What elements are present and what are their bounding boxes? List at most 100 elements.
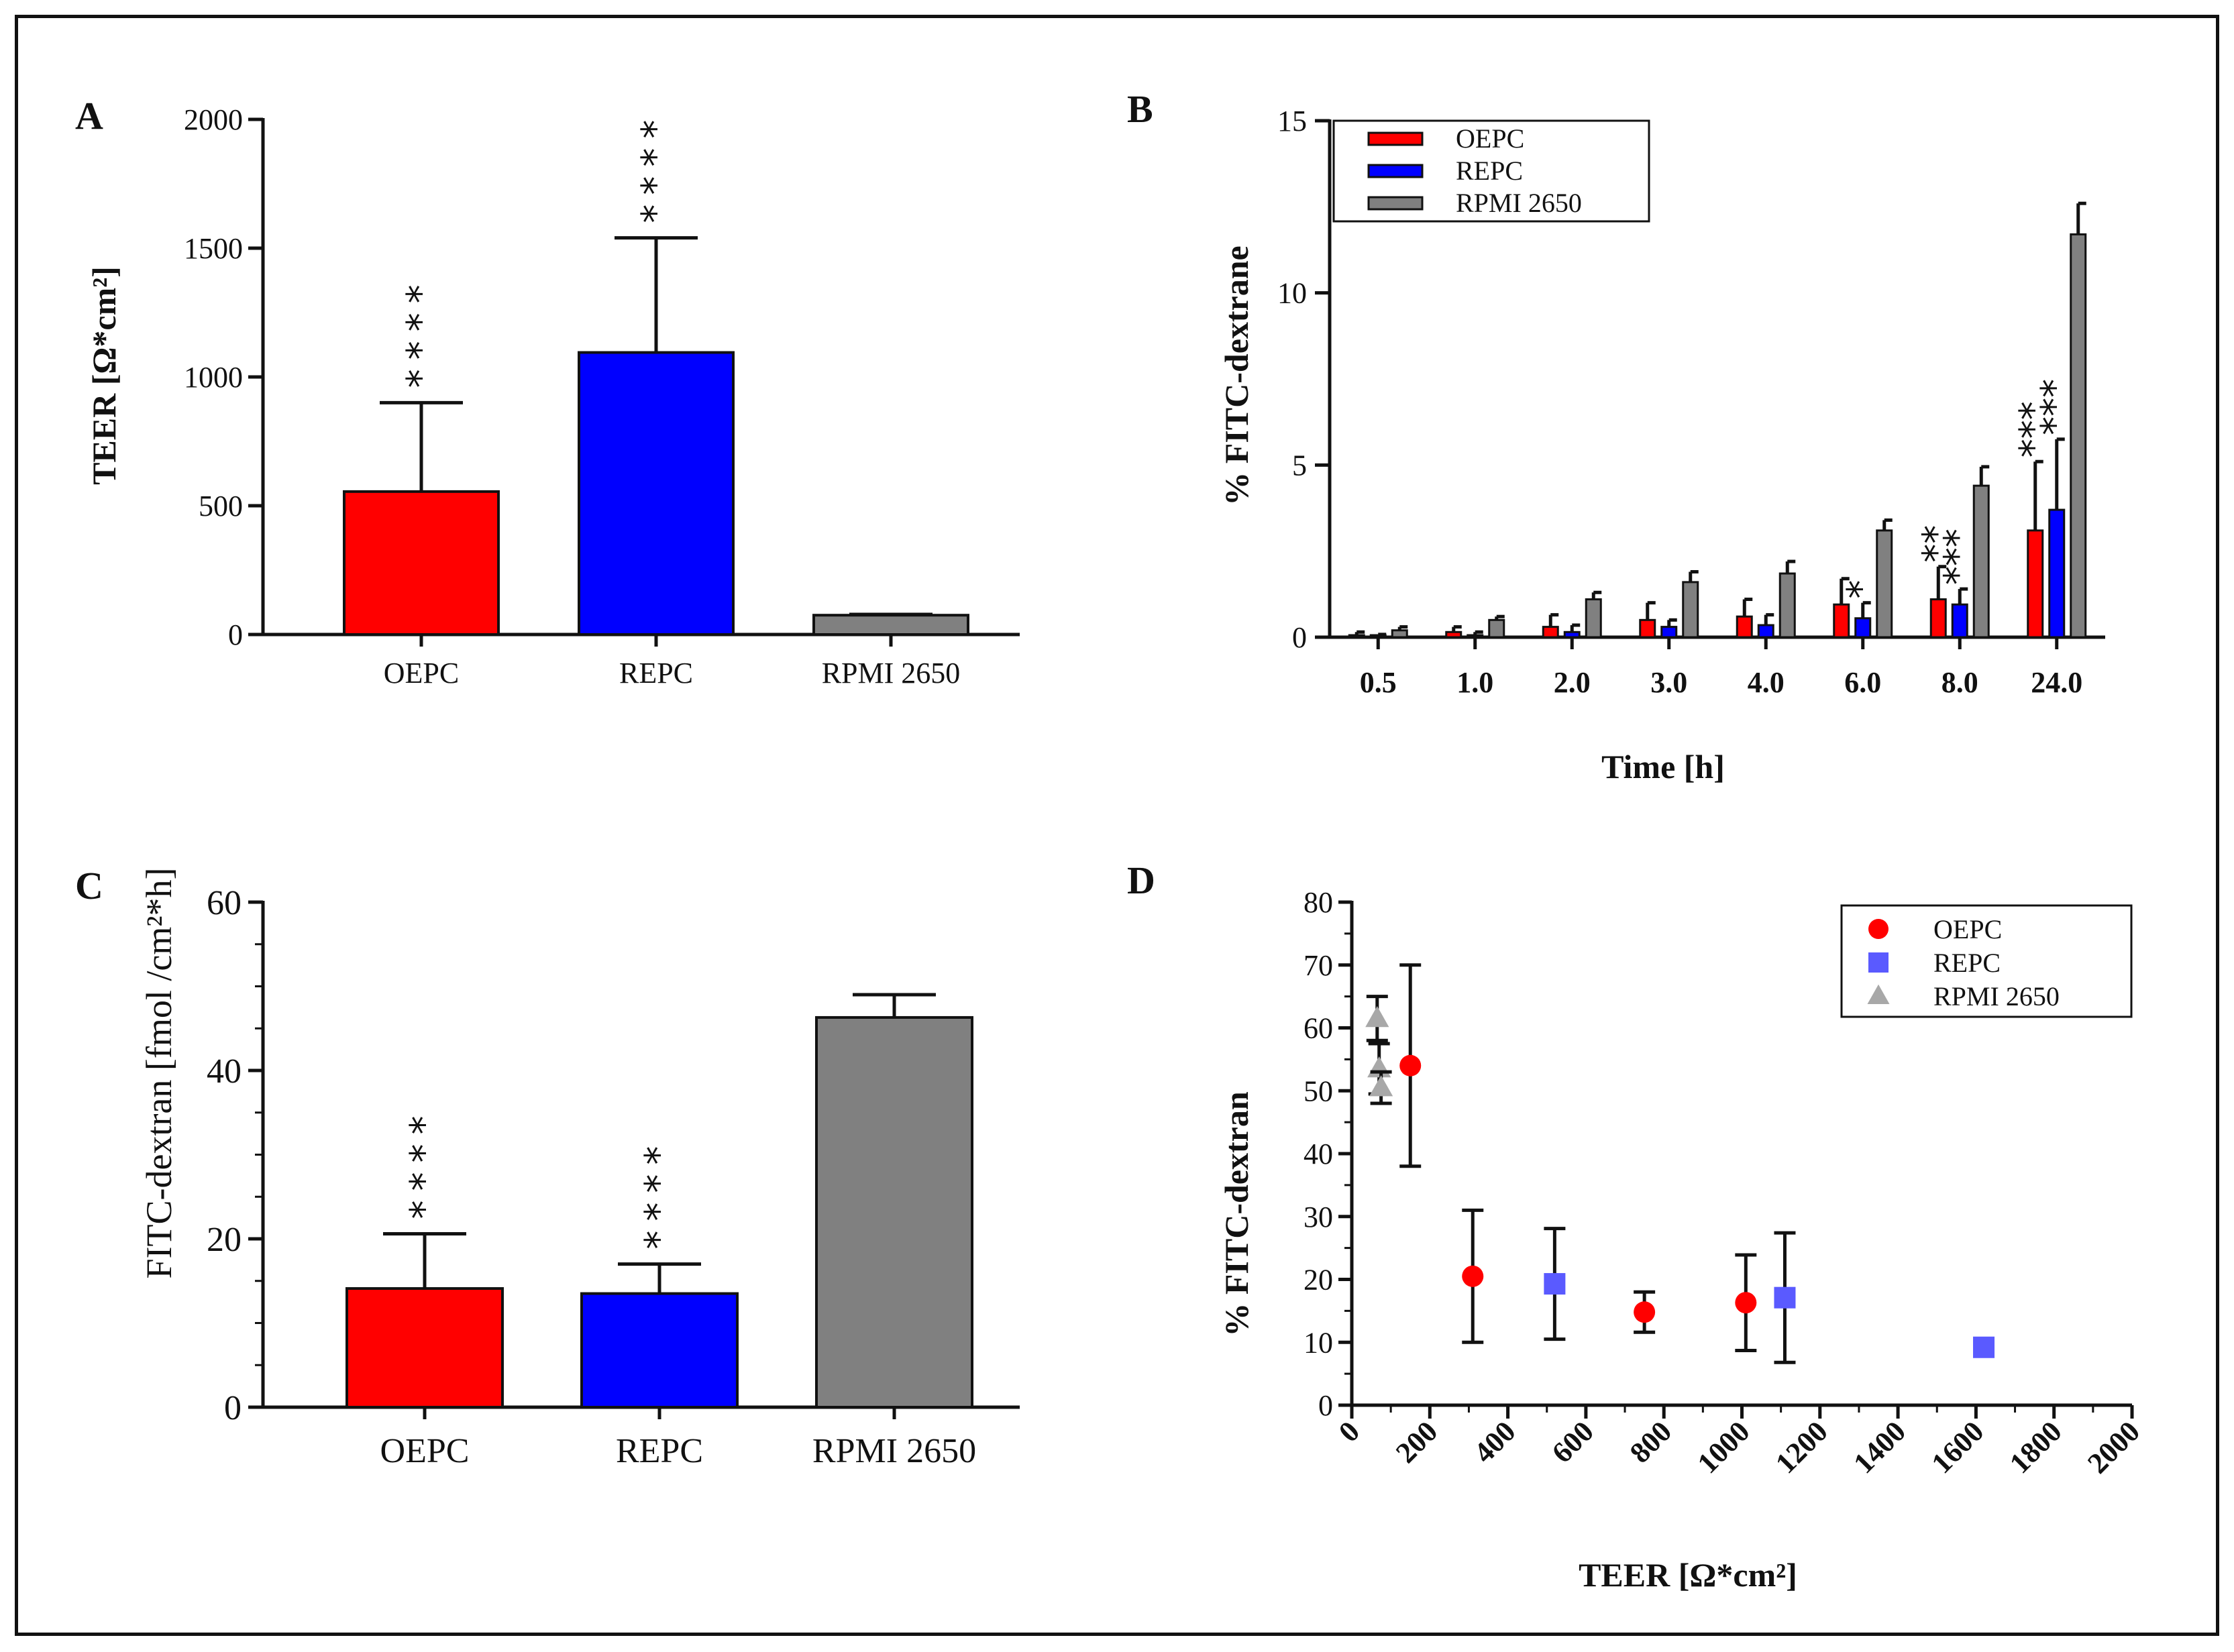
- panel-d-point-repc: [1973, 1336, 1995, 1358]
- panel-b-significance: ***: [1936, 529, 1980, 585]
- panel-d-ytick-label: 10: [1304, 1326, 1333, 1359]
- panel-c-letter: C: [75, 864, 103, 907]
- panel-c-chart: C 0 20 40 60 OEPC **** REPC **** RPMI 2650 FITC-…: [75, 864, 1020, 1470]
- panel-d-point-repc: [1774, 1286, 1796, 1309]
- panel-d-xtick-label: 1400: [1847, 1415, 1912, 1480]
- panel-b-significance: *: [1840, 580, 1883, 599]
- panel-b-bar: [1951, 603, 1968, 639]
- panel-b-bar: [1876, 529, 1893, 639]
- panel-d-xtick-label: 0: [1332, 1415, 1366, 1448]
- panel-b-xlabel: Time [h]: [1601, 748, 1725, 785]
- panel-b-bar: [2027, 529, 2044, 639]
- figure-frame: [15, 15, 2219, 1636]
- panel-b-bar: [1445, 630, 1462, 639]
- panel-d-ytick-label: 40: [1304, 1138, 1333, 1170]
- panel-d-legend-box: [1840, 904, 2133, 1018]
- panel-b-xtick-label: 3.0: [1650, 666, 1687, 699]
- panel-c-xtick-label: REPC: [616, 1432, 703, 1470]
- panel-b-xtick-label: 2.0: [1554, 666, 1591, 699]
- panel-d-legend-label: OEPC: [1933, 914, 2002, 944]
- panel-a-ytick-label: 500: [199, 490, 243, 522]
- panel-d-point-rpmi: [1365, 1006, 1389, 1028]
- panel-b-ytick-label: 0: [1292, 621, 1307, 654]
- panel-b-xtick-label: 0.5: [1360, 666, 1397, 699]
- panel-d-point-rpmi: [1369, 1075, 1393, 1097]
- panel-b-xtick-label: 8.0: [1942, 666, 1978, 699]
- panel-b-bar: [1639, 618, 1656, 639]
- panel-a-ylabel: TEER [Ω*cm²]: [85, 266, 123, 485]
- panel-d-point-oepc: [1868, 919, 1889, 939]
- panel-c-xtick-label: OEPC: [380, 1432, 470, 1470]
- panel-d-point-repc: [1868, 952, 1889, 973]
- panel-b-letter: B: [1127, 87, 1153, 131]
- panel-d-ytick-label: 30: [1304, 1201, 1333, 1233]
- panel-a-xtick-label: REPC: [619, 657, 693, 690]
- panel-c-bar: [580, 1292, 739, 1409]
- panel-d-xlabel: TEER [Ω*cm²]: [1579, 1556, 1797, 1594]
- panel-b-bar: [1833, 603, 1850, 639]
- panel-d-letter: D: [1127, 859, 1155, 902]
- panel-c-ytick-label: 40: [207, 1052, 242, 1091]
- panel-c-significance: ****: [637, 1137, 681, 1250]
- panel-d-xtick-label: 2000: [2081, 1415, 2146, 1480]
- panel-d-ytick-label: 50: [1304, 1075, 1333, 1107]
- panel-c-ylabel: FITC-dextran [fmol /cm²*h]: [139, 867, 179, 1278]
- panel-d-xtick-label: 1000: [1691, 1415, 1756, 1480]
- panel-d-point-rpmi: [1367, 1056, 1391, 1078]
- panel-b-bar: [1563, 630, 1581, 639]
- panel-b-legend-swatch: [1367, 196, 1424, 211]
- panel-c-bar: [345, 1287, 504, 1409]
- panel-d-xtick-label: 800: [1624, 1415, 1678, 1469]
- panel-a-ytick-label: 0: [228, 618, 243, 651]
- panel-a-significance: ****: [399, 275, 443, 388]
- panel-d-ytick-label: 80: [1304, 886, 1333, 919]
- panel-b-bar: [1757, 624, 1774, 639]
- panel-b-bar: [1972, 484, 1990, 639]
- panel-d-point-rpmi: [1867, 984, 1890, 1004]
- panel-c-bar: [815, 1015, 973, 1409]
- panel-a-chart: A 0 500 1000 1500 2000 OEPC **** REPC **** RPMI 2…: [75, 94, 1020, 690]
- panel-a-significance: ****: [634, 111, 678, 223]
- panel-b-bar: [2070, 233, 2087, 639]
- panel-b-bar: [1391, 629, 1408, 639]
- panel-b-ylabel: % FITC-dextrane: [1218, 245, 1255, 505]
- panel-b-bar: [1682, 581, 1699, 639]
- panel-d-xtick-label: 1200: [1769, 1415, 1834, 1480]
- panel-a-ytick-label: 1500: [184, 232, 243, 265]
- panel-d-xtick-label: 200: [1389, 1415, 1444, 1469]
- panel-b-significance: **: [1915, 525, 1958, 563]
- panel-b-ytick-label: 15: [1277, 105, 1307, 137]
- panel-c-ytick-label: 0: [224, 1389, 242, 1427]
- panel-d-ytick-label: 0: [1318, 1389, 1333, 1422]
- panel-d-legend-label: REPC: [1933, 948, 2001, 978]
- panel-a-xtick-label: OEPC: [384, 657, 459, 690]
- panel-b-legend-label: REPC: [1456, 156, 1523, 186]
- panel-b-xtick-label: 1.0: [1456, 666, 1493, 699]
- panel-b-bar: [1348, 634, 1365, 639]
- panel-c-ytick-label: 20: [207, 1221, 242, 1259]
- panel-c-ytick-label: 60: [207, 884, 242, 922]
- panel-b-significance: ***: [2012, 401, 2056, 457]
- panel-a-bar: [343, 490, 500, 636]
- panel-d-ytick-label: 60: [1304, 1012, 1333, 1045]
- panel-b-legend-label: RPMI 2650: [1456, 188, 1582, 218]
- panel-b-ytick-label: 10: [1277, 277, 1307, 310]
- panel-a-xtick-label: RPMI 2650: [822, 657, 961, 690]
- panel-d-xtick-label: 1800: [2003, 1415, 2068, 1480]
- panel-d-ytick-label: 20: [1304, 1264, 1333, 1297]
- panel-b-bar: [1736, 615, 1753, 639]
- panel-a-letter: A: [75, 94, 103, 137]
- panel-a-bar: [578, 351, 735, 637]
- panel-d-point-oepc: [1462, 1265, 1484, 1287]
- panel-b-bar: [1854, 617, 1872, 639]
- panel-c-significance: ****: [403, 1106, 446, 1219]
- panel-b-legend-label: OEPC: [1456, 123, 1524, 154]
- panel-d-point-oepc: [1634, 1301, 1656, 1323]
- panel-d-xtick-label: 1600: [1925, 1415, 1990, 1480]
- panel-b-bar: [1542, 626, 1559, 639]
- panel-b-bar: [1778, 572, 1796, 639]
- panel-d-ytick-label: 70: [1304, 949, 1333, 982]
